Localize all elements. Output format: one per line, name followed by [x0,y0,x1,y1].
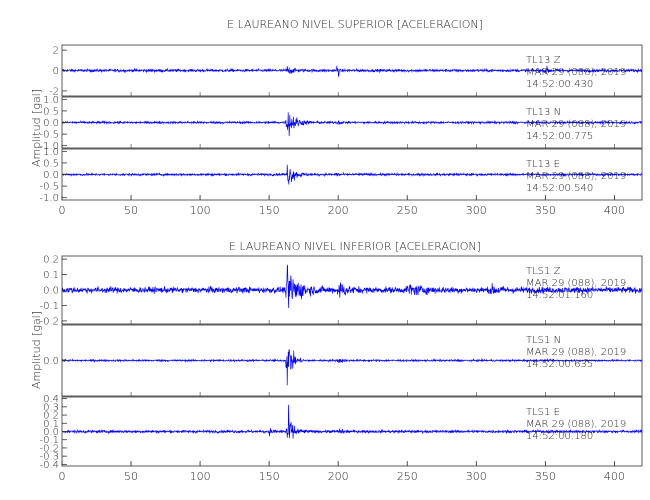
y-tick-label: 0.0 [43,286,59,297]
y-tick-label: -0.2 [39,316,59,327]
x-tick-label: 150 [259,470,280,483]
y-tick-label: 2 [53,46,59,57]
station-label: TLS1 N [526,335,561,346]
date-label: MAR 29 (088), 2019 [526,419,626,430]
date-label: MAR 29 (088), 2019 [526,67,626,78]
time-label: 14:52:01.160 [526,290,593,301]
y-tick-label: 0.3 [43,402,59,413]
y-tick-label: 0.2 [43,411,59,422]
y-tick-label: -0.1 [39,435,59,446]
station-label: TL13 N [526,107,561,118]
panel-lower: E LAUREANO NIVEL INFERIOR [ACELERACION] … [30,240,643,483]
y-tick-label: -1.0 [39,193,59,204]
trace-tls1-e: 0.40.30.20.10.0-0.1-0.2-0.3-0.4 TLS1 EMAR… [39,394,643,471]
x-tick-label: 100 [190,470,211,483]
x-tick-label: 100 [190,204,211,217]
y-tick-label: -2 [49,86,59,97]
panel-lower-ylabel: Amplitud [gal] [30,311,43,389]
y-tick-label: 0.2 [43,255,59,266]
y-tick-label: 1.0 [43,95,59,106]
station-label: TLS1 E [526,407,560,418]
x-tick-label: 150 [259,204,280,217]
x-tick-label: 400 [604,470,625,483]
x-tick-label: 350 [535,204,556,217]
y-tick-label: -0.3 [39,452,59,463]
time-label: 14:52:00.180 [526,431,593,442]
time-label: 14:52:00.635 [526,359,593,370]
panel-upper-x-axis: 0 50 100 150 200 250 300 350 400 [59,195,625,217]
y-tick-label: -1.0 [39,141,59,152]
station-label: TLS1 Z [526,266,561,277]
y-tick-label: -0.4 [39,460,59,471]
y-tick-label: -0.2 [39,443,59,454]
x-tick-label: 200 [328,470,349,483]
station-label: TL13 E [526,159,560,170]
date-label: MAR 29 (088), 2019 [526,278,626,289]
waveform-line [62,404,642,439]
y-tick-label: -0.5 [39,130,59,141]
waveform-line [62,112,642,137]
date-label: MAR 29 (088), 2019 [526,119,626,130]
x-tick-label: 350 [535,470,556,483]
panel-lower-title: E LAUREANO NIVEL INFERIOR [ACELERACION] [229,240,481,253]
y-tick-label: 0.0 [43,118,59,129]
x-tick-label: 200 [328,204,349,217]
x-tick-label: 250 [397,204,418,217]
x-tick-label: 0 [59,470,66,483]
y-tick-label: 0.4 [43,394,59,405]
y-tick-label: -0.1 [39,301,59,312]
x-tick-label: 50 [124,470,138,483]
y-tick-label: 0.0 [43,427,59,438]
waveform-line [62,264,642,308]
time-label: 14:52:00.775 [526,131,593,142]
panel-lower-x-axis: 0 50 100 150 200 250 300 350 400 [59,461,625,483]
x-tick-label: 300 [466,470,487,483]
x-tick-label: 400 [604,204,625,217]
station-label: TL13 Z [526,55,561,66]
y-tick-label: 0.0 [43,170,59,181]
x-tick-label: 0 [59,204,66,217]
y-tick-label: 0.0 [43,356,59,367]
waveform-line [62,348,642,386]
waveform-line [62,65,642,77]
y-tick-label: 0.5 [43,106,59,117]
y-tick-label: 0.5 [43,158,59,169]
x-tick-label: 300 [466,204,487,217]
date-label: MAR 29 (088), 2019 [526,347,626,358]
y-tick-label: 0.1 [43,270,59,281]
panel-upper-ylabel: Amplitud [gal] [30,89,43,167]
panel-upper-title: E LAUREANO NIVEL SUPERIOR [ACELERACION] [227,18,483,31]
y-tick-label: -0.5 [39,182,59,193]
time-label: 14:52:00.430 [526,79,593,90]
waveform-line [62,164,642,185]
panel-upper: E LAUREANO NIVEL SUPERIOR [ACELERACION] … [30,18,643,217]
time-label: 14:52:00.540 [526,183,593,194]
y-tick-label: 0.1 [43,419,59,430]
y-tick-label: 1.0 [43,147,59,158]
x-tick-label: 250 [397,470,418,483]
date-label: MAR 29 (088), 2019 [526,171,626,182]
x-tick-label: 50 [124,204,138,217]
y-tick-label: 0 [53,66,59,77]
